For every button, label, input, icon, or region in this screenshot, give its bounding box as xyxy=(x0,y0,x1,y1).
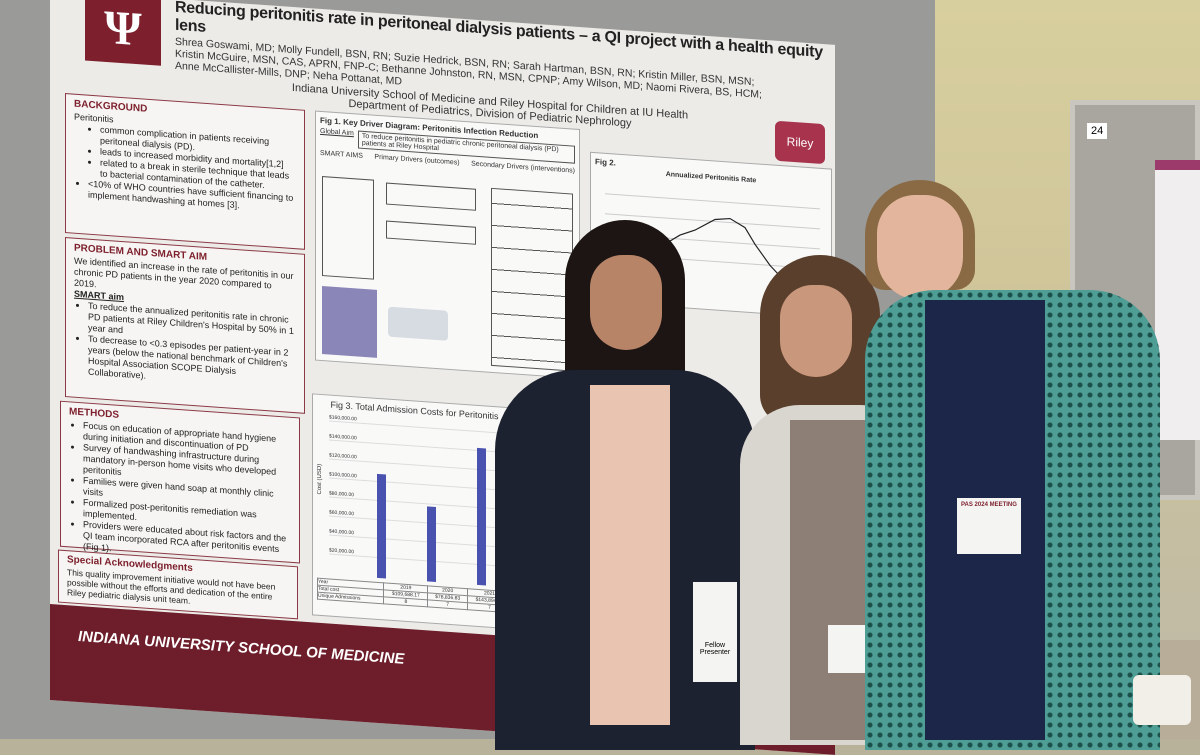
smart-aims-box xyxy=(322,176,374,280)
fig3-bar xyxy=(377,473,386,579)
top xyxy=(790,420,870,740)
blouse xyxy=(590,385,670,725)
patient-illustration xyxy=(322,286,377,358)
face xyxy=(590,255,662,350)
fig3-admission-costs-chart: Fig 3. Total Admission Costs for Periton… xyxy=(312,393,517,630)
person-left: Fellow Presenter xyxy=(495,220,765,750)
name-badge: Fellow Presenter xyxy=(693,582,737,682)
face xyxy=(780,285,852,377)
neighbor-poster xyxy=(1155,160,1200,440)
driver-box xyxy=(386,182,476,211)
person-right: PAS 2024 MEETING xyxy=(865,180,1191,750)
global-aim-label: Global Aim xyxy=(320,127,354,138)
fig3-bar xyxy=(477,448,486,586)
fig2-label: Fig 2. xyxy=(595,157,616,168)
face xyxy=(877,195,963,300)
background-section: BACKGROUND Peritonitis common complicati… xyxy=(65,93,305,250)
fig3-ylabel: Cost (USD) xyxy=(317,463,323,495)
smart-aims-label: SMART AIMS xyxy=(320,149,363,160)
coffee-cup xyxy=(1133,675,1191,725)
riley-logo: Riley xyxy=(775,120,825,165)
dialysis-machine-image xyxy=(388,306,448,341)
table-cell: 7 xyxy=(427,599,468,610)
problem-section: PROBLEM AND SMART AIM We identified an i… xyxy=(65,237,305,414)
fig3-bar xyxy=(427,506,436,582)
iu-logo: Ψ xyxy=(85,0,161,66)
methods-section: METHODS Focus on education of appropriat… xyxy=(60,400,300,564)
driver-box xyxy=(386,220,476,245)
name-badge: PAS 2024 MEETING xyxy=(957,498,1021,554)
primary-drivers-label: Primary Drivers (outcomes) xyxy=(374,153,460,167)
booth-number: 24 xyxy=(1087,123,1108,139)
